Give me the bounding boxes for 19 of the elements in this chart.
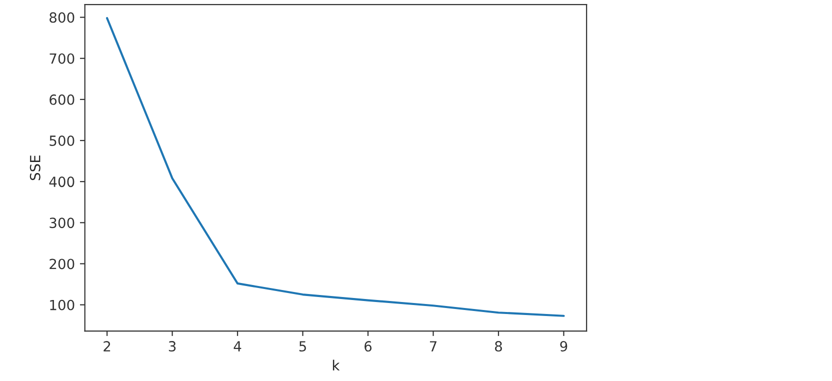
- y-tick-label: 500: [50, 135, 74, 146]
- x-tick-label: 2: [104, 341, 110, 352]
- y-axis-title: SSE: [30, 156, 40, 180]
- y-tick-label: 400: [49, 176, 74, 188]
- y-tick-label: 300: [50, 218, 74, 228]
- y-tick-label: 200: [50, 258, 74, 270]
- x-tick-label: 7: [430, 341, 436, 352]
- x-axis-title: k: [332, 360, 340, 370]
- y-tick-label: 600: [50, 94, 74, 105]
- y-tick-label: 100: [50, 300, 74, 310]
- y-tick-label: 800: [50, 12, 74, 23]
- line-series: [106, 17, 565, 317]
- x-tick-label: 6: [364, 341, 372, 352]
- x-tick-label: 9: [560, 341, 568, 352]
- x-tick-label: 4: [234, 341, 242, 352]
- x-tick-label: 8: [495, 341, 502, 352]
- x-tick-label: 5: [299, 341, 306, 352]
- x-tick-label: 3: [168, 341, 176, 352]
- y-tick-label: 700: [50, 53, 74, 64]
